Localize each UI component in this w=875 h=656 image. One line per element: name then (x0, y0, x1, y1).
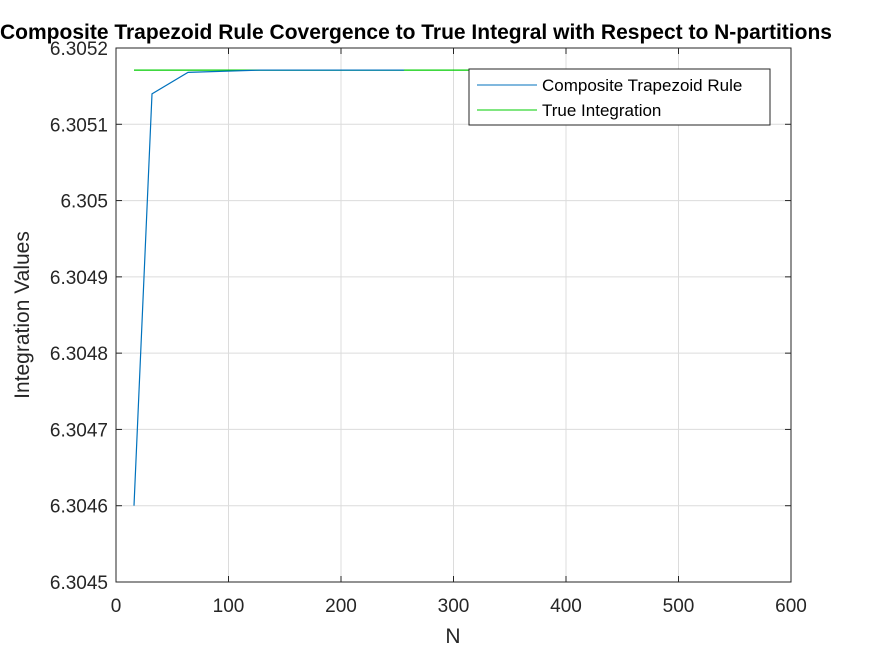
y-tick-label: 6.3051 (50, 115, 108, 136)
x-tick-label: 500 (663, 596, 695, 617)
y-tick-label: 6.3049 (50, 268, 108, 289)
legend-box (468, 68, 771, 126)
x-tick-label: 200 (325, 596, 357, 617)
x-tick-label: 600 (775, 596, 807, 617)
chart-title: Composite Trapezoid Rule Covergence to T… (0, 21, 832, 44)
legend-label-true-integration: True Integration (542, 101, 661, 120)
y-tick-label: 6.3045 (50, 573, 108, 594)
legend: Composite Trapezoid Rule True Integratio… (468, 68, 771, 126)
x-tick-label: 300 (438, 596, 470, 617)
axis-ticks: 0 100 200 300 400 500 600 6.3045 6.3046 6.3047 6.3… (50, 39, 807, 617)
x-tick-label: 400 (550, 596, 582, 617)
y-tick-label: 6.3052 (50, 39, 108, 60)
y-axis-label: Integration Values (11, 231, 34, 399)
x-axis-label: N (445, 625, 460, 648)
y-tick-label: 6.3046 (50, 497, 108, 518)
y-tick-label: 6.3047 (50, 420, 108, 441)
x-tick-label: 100 (213, 596, 245, 617)
x-tick-label: 0 (111, 596, 122, 617)
y-tick-label: 6.305 (60, 192, 108, 213)
y-tick-label: 6.3048 (50, 344, 108, 365)
legend-label-composite-trapezoid: Composite Trapezoid Rule (542, 76, 742, 95)
composite-trapezoid-rule-line (133, 69, 404, 506)
data-series (133, 69, 692, 506)
